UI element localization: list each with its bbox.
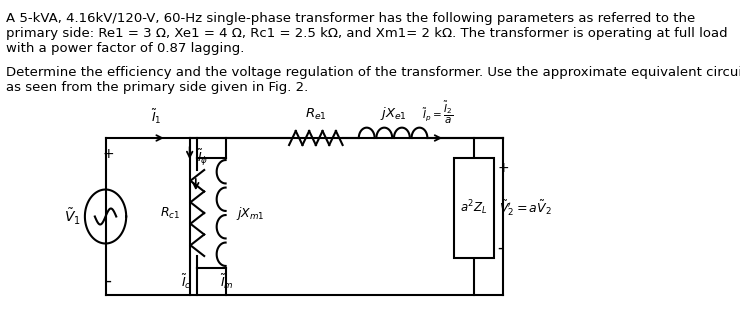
Text: $\tilde{V}_1$: $\tilde{V}_1$ xyxy=(64,206,81,226)
Text: $\tilde{I}_m$: $\tilde{I}_m$ xyxy=(221,273,234,291)
Text: $R_{c1}$: $R_{c1}$ xyxy=(161,205,181,221)
Text: -: - xyxy=(497,239,503,257)
Text: $R_{e1}$: $R_{e1}$ xyxy=(305,107,327,122)
Bar xyxy=(454,158,494,258)
Text: $\tilde{I}_p = \dfrac{\tilde{I}_2}{a}$: $\tilde{I}_p = \dfrac{\tilde{I}_2}{a}$ xyxy=(422,100,453,126)
Text: $jX_{m1}$: $jX_{m1}$ xyxy=(236,204,265,222)
Text: +: + xyxy=(497,161,508,175)
Text: -: - xyxy=(106,272,112,290)
Text: $jX_{e1}$: $jX_{e1}$ xyxy=(380,105,406,122)
Text: +: + xyxy=(103,147,115,161)
Text: $\tilde{V}_2' = a\tilde{V}_2$: $\tilde{V}_2' = a\tilde{V}_2$ xyxy=(499,198,551,218)
Text: $\tilde{I}_{\phi}$: $\tilde{I}_{\phi}$ xyxy=(198,148,209,168)
Text: $\tilde{I}_1$: $\tilde{I}_1$ xyxy=(151,108,161,126)
Text: A 5-kVA, 4.16kV/120-V, 60-Hz single-phase transformer has the following paramete: A 5-kVA, 4.16kV/120-V, 60-Hz single-phas… xyxy=(6,12,727,55)
Text: $\tilde{I}_c$: $\tilde{I}_c$ xyxy=(181,273,192,291)
Text: $a^2Z_L$: $a^2Z_L$ xyxy=(460,199,488,217)
Text: Determine the efficiency and the voltage regulation of the transformer. Use the : Determine the efficiency and the voltage… xyxy=(6,66,740,94)
